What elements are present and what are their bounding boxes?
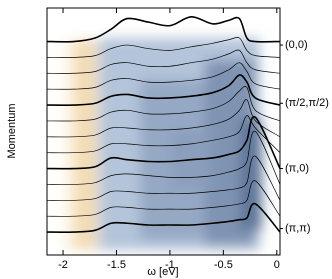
spectrum-curve <box>47 62 280 90</box>
x-axis-label: ω [eV] <box>147 266 178 278</box>
y-tick-label: (0,0) <box>285 39 308 51</box>
spectrum-curve <box>47 85 280 122</box>
spectrum-curve <box>47 115 280 170</box>
x-tick-label: -2 <box>58 259 68 271</box>
y-tick-label: (π/2,π/2) <box>285 97 329 109</box>
spectrum-curve <box>47 99 280 138</box>
y-tick-label: (π,0) <box>285 162 309 174</box>
spectrum-curve <box>47 74 280 106</box>
x-tick-label: -1.5 <box>107 259 126 271</box>
spectrum-curve <box>47 180 280 217</box>
x-tick-label: 0 <box>274 259 280 271</box>
x-tick-label: -0.5 <box>214 259 233 271</box>
heatmap <box>60 38 262 250</box>
spectrum-curve <box>47 131 280 185</box>
spectrum-curve <box>47 49 280 74</box>
y-tick-label: (π,π) <box>285 222 311 234</box>
spectrum-curve <box>47 16 280 43</box>
spectrum-curve <box>47 202 280 233</box>
spectrum-curve <box>47 37 280 58</box>
plot-frame <box>46 7 281 256</box>
y-axis-label: Momentum <box>6 103 18 158</box>
spectrum-curve <box>47 115 280 154</box>
x-tick-label: -1 <box>165 259 175 271</box>
spectrum-curve <box>47 155 280 201</box>
